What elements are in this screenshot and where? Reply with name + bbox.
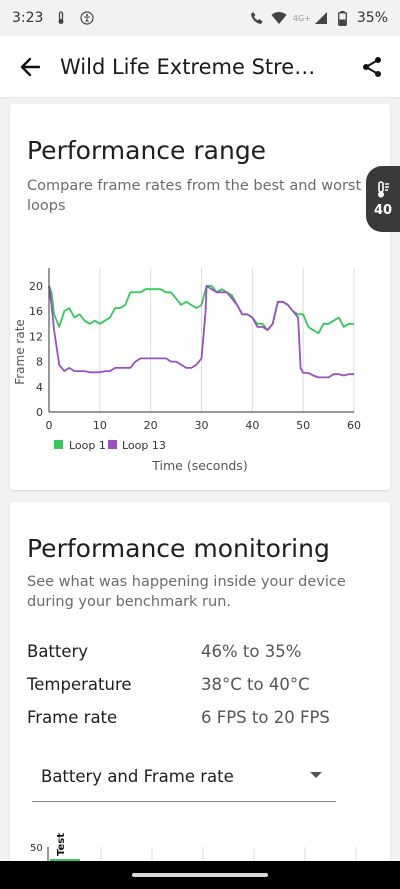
- performance-monitoring-subtitle: See what was happening inside your devic…: [27, 574, 346, 610]
- chevron-down-icon: [310, 772, 322, 778]
- x-tick-label: 60: [347, 419, 361, 432]
- stat-value: 38°C to 40°C: [201, 675, 310, 694]
- status-time: 3:23: [12, 10, 44, 26]
- system-navigation-bar: [0, 861, 400, 889]
- performance-range-title: Performance range: [27, 136, 267, 165]
- arrow-left-icon: [20, 57, 41, 76]
- thermometer-status-icon: [53, 10, 69, 26]
- performance-monitoring-title: Performance monitoring: [27, 534, 330, 563]
- legend: Loop 1 Loop 13: [54, 439, 166, 452]
- x-tick-label: 20: [144, 419, 158, 432]
- y-tick-label: 8: [36, 356, 43, 369]
- legend-label-loop-1: Loop 1: [69, 439, 106, 452]
- temperature-badge[interactable]: 40: [366, 166, 400, 232]
- x-tick-label: 40: [245, 419, 259, 432]
- page-title: Wild Life Extreme Stre…: [60, 54, 316, 79]
- x-tick-label: 10: [93, 419, 107, 432]
- stat-value: 6 FPS to 20 FPS: [201, 708, 330, 727]
- back-button[interactable]: [0, 36, 60, 98]
- home-gesture-handle[interactable]: [132, 873, 268, 877]
- y-tick-label: 0: [36, 406, 43, 419]
- app-bar: Wild Life Extreme Stre…: [0, 36, 400, 98]
- stat-row-frame-rate: Frame rate 6 FPS to 20 FPS: [27, 708, 367, 727]
- frame-rate-chart: 0 10 20 30 40 50 60 0 4 8 12 16 20 Frame rate Loop 1…: [13, 268, 361, 473]
- mini-chart-test-label: Test: [56, 833, 67, 856]
- share-button[interactable]: [344, 36, 400, 98]
- y-axis-label: Frame rate: [13, 319, 27, 385]
- stat-row-battery: Battery 46% to 35%: [27, 642, 367, 661]
- legend-swatch-loop-1: [54, 440, 63, 449]
- accessibility-icon: [79, 10, 95, 26]
- performance-range-card: Performance range Compare frame rates fr…: [10, 104, 390, 490]
- stat-label: Battery: [27, 642, 89, 661]
- x-tick-label: 0: [46, 419, 53, 432]
- cell-signal-icon: [313, 10, 329, 26]
- battery-percent: 35%: [356, 10, 388, 26]
- stat-row-temperature: Temperature 38°C to 40°C: [27, 675, 367, 694]
- network-type: 4G+: [292, 13, 311, 23]
- legend-label-loop-13: Loop 13: [122, 439, 166, 452]
- x-tick-label: 30: [195, 419, 209, 432]
- series-line-loop-1: [48, 285, 354, 335]
- y-tick-label: 12: [29, 330, 43, 343]
- stat-value: 46% to 35%: [201, 642, 302, 661]
- y-tick-label: 4: [36, 381, 43, 394]
- x-axis-label: Time (seconds): [151, 458, 247, 473]
- legend-swatch-loop-13: [108, 440, 117, 449]
- stat-label: Temperature: [27, 675, 132, 694]
- thermometer-icon: [378, 180, 389, 197]
- dropdown-selected-value: Battery and Frame rate: [41, 767, 234, 786]
- share-icon: [363, 56, 381, 77]
- y-tick-label: 20: [29, 280, 43, 293]
- battery-icon: [335, 10, 351, 26]
- performance-range-subtitle: Compare frame rates from the best and wo…: [27, 178, 362, 214]
- mini-chart-y-tick: 50: [30, 843, 43, 854]
- call-icon: [249, 10, 265, 26]
- series-line-loop-13: [48, 285, 354, 379]
- chart-type-dropdown[interactable]: Battery and Frame rate: [32, 752, 336, 802]
- status-bar: 3:23 4G+ 35%: [0, 0, 400, 36]
- wifi-icon: [271, 10, 287, 26]
- x-tick-label: 50: [296, 419, 310, 432]
- stat-label: Frame rate: [27, 708, 118, 727]
- performance-monitoring-card: Performance monitoring See what was happ…: [10, 502, 390, 882]
- y-tick-label: 16: [29, 305, 43, 318]
- temperature-value: 40: [373, 202, 393, 218]
